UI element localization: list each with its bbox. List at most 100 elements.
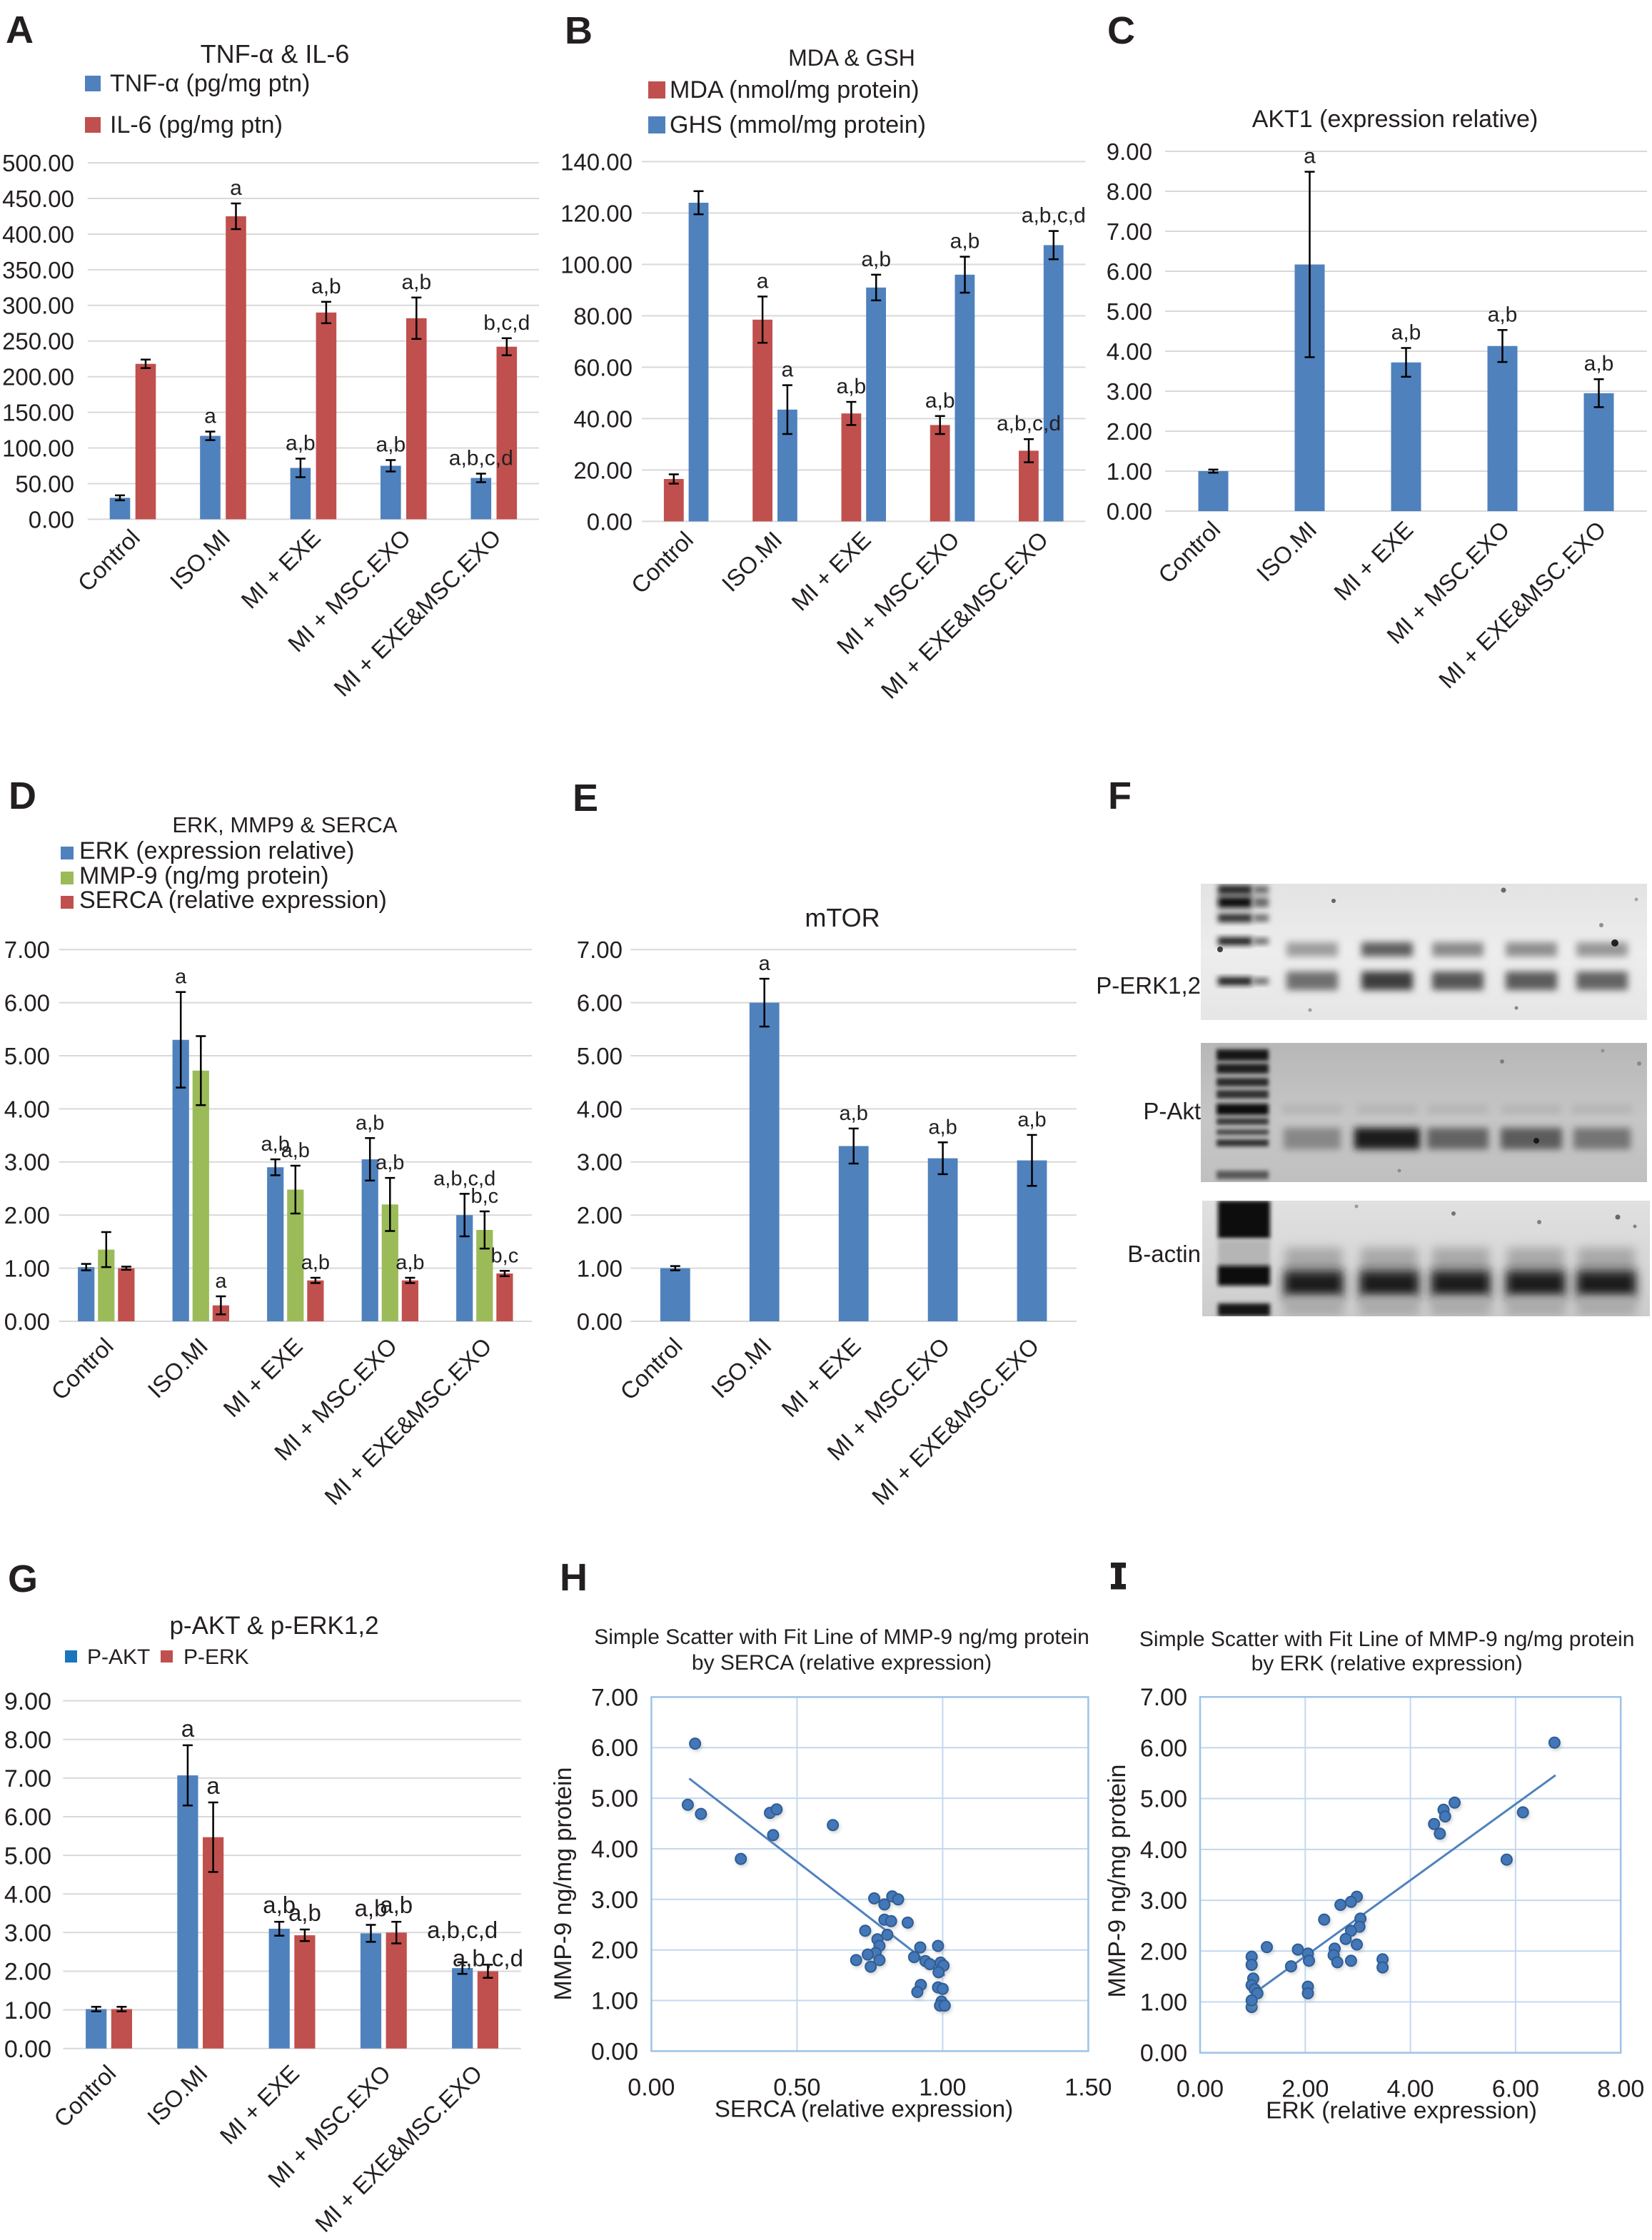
svg-text:2.00: 2.00 bbox=[1281, 2076, 1329, 2103]
svg-text:a,b: a,b bbox=[925, 389, 955, 413]
svg-text:2.00: 2.00 bbox=[4, 1202, 50, 1229]
svg-text:400.00: 400.00 bbox=[2, 221, 74, 248]
svg-text:GHS (mmol/mg protein): GHS (mmol/mg protein) bbox=[670, 111, 926, 138]
svg-text:200.00: 200.00 bbox=[2, 364, 74, 390]
svg-text:1.00: 1.00 bbox=[577, 1256, 623, 1282]
svg-text:MDA & GSH: MDA & GSH bbox=[788, 45, 915, 71]
svg-text:ERK (relative expression): ERK (relative expression) bbox=[1266, 2098, 1537, 2124]
svg-text:a,b: a,b bbox=[396, 1251, 424, 1274]
svg-text:120.00: 120.00 bbox=[560, 200, 633, 226]
svg-text:6.00: 6.00 bbox=[4, 1804, 51, 1831]
svg-text:9.00: 9.00 bbox=[1107, 138, 1152, 165]
svg-text:2.00: 2.00 bbox=[1107, 418, 1152, 445]
svg-text:140.00: 140.00 bbox=[560, 148, 633, 175]
svg-text:4.00: 4.00 bbox=[1140, 1837, 1187, 1864]
svg-text:E: E bbox=[573, 777, 598, 819]
svg-text:a,b: a,b bbox=[380, 1892, 413, 1918]
svg-text:4.00: 4.00 bbox=[4, 1882, 51, 1909]
svg-text:1.00: 1.00 bbox=[4, 1997, 51, 2024]
svg-text:0.00: 0.00 bbox=[1140, 2040, 1187, 2067]
svg-text:SERCA (relative expression): SERCA (relative expression) bbox=[79, 887, 387, 914]
svg-text:80.00: 80.00 bbox=[573, 303, 633, 329]
svg-text:450.00: 450.00 bbox=[2, 186, 74, 212]
svg-text:6.00: 6.00 bbox=[1107, 258, 1152, 285]
svg-text:a,b: a,b bbox=[1488, 303, 1518, 326]
svg-text:b,c: b,c bbox=[470, 1185, 498, 1208]
svg-text:250.00: 250.00 bbox=[2, 328, 74, 355]
svg-text:0.00: 0.00 bbox=[4, 2036, 51, 2063]
svg-text:20.00: 20.00 bbox=[573, 457, 633, 483]
svg-text:6.00: 6.00 bbox=[591, 1735, 638, 1762]
svg-text:a,b: a,b bbox=[301, 1251, 330, 1274]
svg-text:ERK, MMP9 & SERCA: ERK, MMP9 & SERCA bbox=[172, 812, 398, 837]
svg-text:P-ERK: P-ERK bbox=[183, 1645, 249, 1669]
svg-text:8.00: 8.00 bbox=[1107, 178, 1152, 205]
svg-text:0.00: 0.00 bbox=[29, 506, 74, 533]
svg-text:6.00: 6.00 bbox=[577, 990, 623, 1016]
svg-text:2.00: 2.00 bbox=[591, 1937, 638, 1964]
svg-text:4.00: 4.00 bbox=[577, 1096, 623, 1122]
svg-text:3.00: 3.00 bbox=[577, 1149, 623, 1176]
svg-text:a,b: a,b bbox=[1017, 1109, 1046, 1131]
svg-text:D: D bbox=[9, 775, 36, 817]
svg-text:7.00: 7.00 bbox=[1107, 218, 1152, 245]
svg-text:A: A bbox=[6, 9, 34, 51]
svg-text:SERCA (relative expression): SERCA (relative expression) bbox=[715, 2095, 1013, 2122]
svg-text:5.00: 5.00 bbox=[4, 1043, 50, 1069]
svg-text:P-Akt: P-Akt bbox=[1143, 1098, 1201, 1124]
svg-text:4.00: 4.00 bbox=[591, 1836, 638, 1863]
svg-text:7.00: 7.00 bbox=[577, 937, 623, 963]
svg-text:MMP-9 (ng/mg protein): MMP-9 (ng/mg protein) bbox=[79, 862, 329, 889]
svg-text:TNF-α & IL-6: TNF-α & IL-6 bbox=[201, 39, 350, 69]
svg-text:ERK (expression relative): ERK (expression relative) bbox=[79, 837, 354, 864]
svg-text:a,b: a,b bbox=[263, 1892, 296, 1918]
svg-text:6.00: 6.00 bbox=[1140, 1735, 1187, 1762]
svg-text:0.00: 0.00 bbox=[591, 2038, 638, 2065]
svg-text:0.00: 0.00 bbox=[1107, 498, 1152, 525]
svg-text:3.00: 3.00 bbox=[1140, 1887, 1187, 1914]
svg-text:mTOR: mTOR bbox=[805, 903, 880, 932]
svg-text:a,b,c,d: a,b,c,d bbox=[453, 1944, 523, 1971]
svg-text:8.00: 8.00 bbox=[1597, 2076, 1644, 2103]
svg-text:5.00: 5.00 bbox=[577, 1043, 623, 1069]
svg-text:0.00: 0.00 bbox=[1177, 2076, 1224, 2103]
svg-text:150.00: 150.00 bbox=[2, 400, 74, 426]
svg-text:300.00: 300.00 bbox=[2, 293, 74, 319]
svg-text:a: a bbox=[175, 966, 187, 989]
svg-text:b,c,d: b,c,d bbox=[483, 311, 530, 335]
svg-text:5.00: 5.00 bbox=[591, 1785, 638, 1812]
svg-text:40.00: 40.00 bbox=[573, 405, 633, 432]
svg-text:0.00: 0.00 bbox=[577, 1308, 623, 1335]
svg-text:B-actin: B-actin bbox=[1127, 1241, 1201, 1267]
svg-text:a,b: a,b bbox=[355, 1895, 388, 1922]
svg-text:a,b,c,d: a,b,c,d bbox=[449, 447, 513, 470]
svg-text:a,b: a,b bbox=[376, 433, 406, 457]
svg-text:0.00: 0.00 bbox=[4, 1308, 50, 1335]
svg-text:100.00: 100.00 bbox=[560, 251, 633, 278]
svg-text:4.00: 4.00 bbox=[1107, 338, 1152, 365]
svg-text:a: a bbox=[204, 405, 216, 428]
svg-text:TNF-α (pg/mg ptn): TNF-α (pg/mg ptn) bbox=[110, 70, 310, 97]
svg-text:a: a bbox=[759, 952, 771, 975]
svg-text:1.00: 1.00 bbox=[1140, 1989, 1187, 2017]
svg-text:a,b,c,d: a,b,c,d bbox=[997, 412, 1061, 435]
svg-text:a,b: a,b bbox=[376, 1151, 404, 1174]
svg-text:a,b: a,b bbox=[837, 375, 867, 398]
svg-text:3.00: 3.00 bbox=[4, 1149, 50, 1176]
svg-text:3.00: 3.00 bbox=[591, 1887, 638, 1914]
svg-text:G: G bbox=[8, 1558, 38, 1600]
svg-text:B: B bbox=[565, 9, 593, 52]
svg-text:2.00: 2.00 bbox=[1140, 1938, 1187, 1965]
svg-text:P-AKT: P-AKT bbox=[87, 1645, 150, 1669]
svg-text:by ERK (relative expression): by ERK (relative expression) bbox=[1251, 1652, 1523, 1675]
svg-text:a: a bbox=[1304, 145, 1316, 168]
svg-text:a,b: a,b bbox=[1584, 352, 1614, 375]
svg-text:4.00: 4.00 bbox=[1387, 2076, 1434, 2103]
svg-text:a,b,c,d: a,b,c,d bbox=[1022, 204, 1086, 228]
svg-text:a,b: a,b bbox=[356, 1111, 384, 1134]
svg-text:a,b,c,d: a,b,c,d bbox=[427, 1917, 498, 1943]
svg-text:a,b,c,d: a,b,c,d bbox=[433, 1167, 495, 1190]
svg-text:4.00: 4.00 bbox=[4, 1096, 50, 1122]
svg-text:C: C bbox=[1107, 9, 1135, 52]
svg-text:3.00: 3.00 bbox=[1107, 378, 1152, 405]
